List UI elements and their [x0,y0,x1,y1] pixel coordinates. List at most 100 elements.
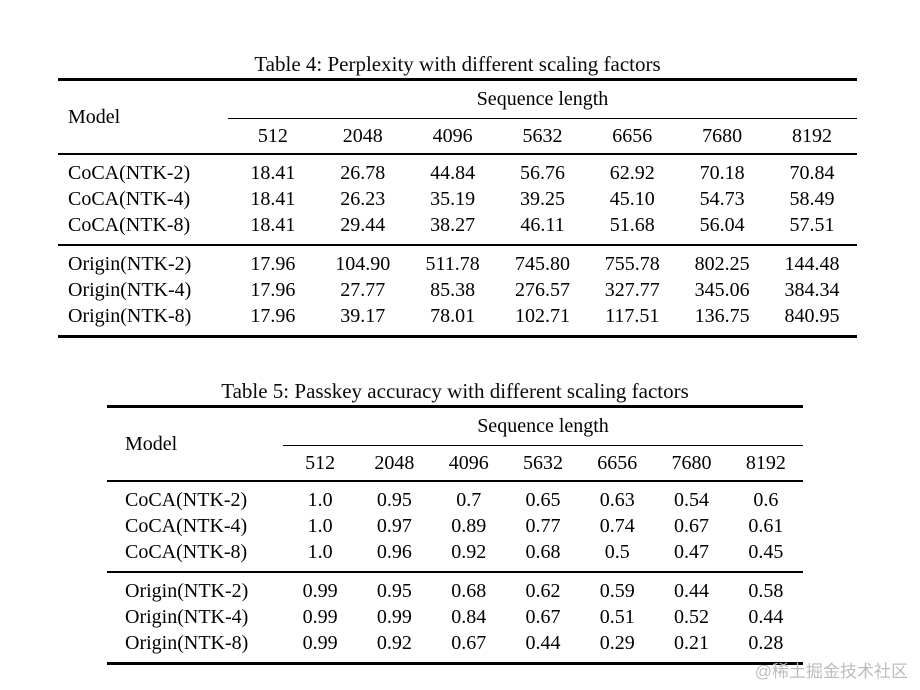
value-cell: 136.75 [694,305,750,327]
sequence-length-column-header: 7680 [654,445,729,482]
value-cell: 0.47 [654,539,729,573]
sequence-length-header: Sequence length [228,79,857,119]
value-cell: 57.51 [767,212,857,246]
value-cell: 511.78 [425,253,480,275]
table-row: Origin(NTK-2) 17.96 104.90 511.78 745.80 755.… [58,245,857,277]
value-cell: 0.92 [431,539,506,573]
value-cell: 0.95 [376,580,412,602]
value-cell: 0.97 [376,515,412,537]
table-row: CoCA(NTK-8) 1.0 0.96 0.92 0.68 0.5 0.47 0.45 [107,539,803,573]
sequence-length-column-header: 512 [228,118,318,155]
sequence-length-column-header: 512 [283,445,358,482]
value-cell: 1.0 [307,489,333,511]
value-cell: 276.57 [514,279,570,301]
model-label: Origin(NTK-8) [125,632,249,654]
value-cell: 29.44 [317,212,408,246]
value-cell: 0.99 [302,606,338,628]
value-cell: 0.68 [505,539,581,573]
sequence-length-column-header: 6656 [580,445,655,482]
table-row: Origin(NTK-8) 17.96 39.17 78.01 102.71 117.51… [58,303,857,337]
value-cell: 56.76 [519,162,565,184]
value-cell: 0.5 [580,539,655,573]
value-cell: 54.73 [699,188,745,210]
origin-rows-group: Origin(NTK-2) 0.99 0.95 0.68 0.62 0.59 0.44 0.5… [107,572,803,664]
model-label: Origin(NTK-8) [68,305,192,327]
value-cell: 17.96 [250,305,296,327]
value-cell: 1.0 [283,539,358,573]
value-cell: 0.99 [302,580,338,602]
value-cell: 0.74 [599,515,635,537]
watermark: @稀土掘金技术社区 [754,662,908,681]
value-cell: 0.68 [451,580,487,602]
model-label: CoCA(NTK-8) [58,212,228,246]
value-cell: 51.68 [587,212,678,246]
value-cell: 0.29 [599,632,635,654]
model-label: Origin(NTK-4) [68,279,192,301]
value-cell: 117.51 [605,305,660,327]
sequence-length-column-header: 8192 [728,445,803,482]
value-cell: 840.95 [784,305,840,327]
value-cell: 0.44 [525,632,561,654]
value-cell: 0.45 [728,539,803,573]
sequence-length-header: Sequence length [283,406,803,446]
model-column-header: Model [58,79,228,155]
value-cell: 0.92 [376,632,412,654]
passkey-accuracy-table: Model Sequence length 512 2048 4096 5632 665… [107,405,803,665]
value-cell: 0.96 [357,539,432,573]
model-label: CoCA(NTK-4) [68,188,191,210]
value-cell: 62.92 [609,162,655,184]
value-cell: 0.67 [674,515,710,537]
column-headers-row: 512 2048 4096 5632 6656 7680 8192 [107,445,803,482]
value-cell: 17.96 [250,279,296,301]
model-label: CoCA(NTK-2) [125,489,248,511]
value-cell: 70.84 [789,162,835,184]
value-cell: 46.11 [497,212,588,246]
value-cell: 56.04 [677,212,768,246]
value-cell: 18.41 [250,162,296,184]
value-cell: 39.17 [340,305,386,327]
value-cell: 38.27 [407,212,498,246]
value-cell: 0.89 [451,515,487,537]
value-cell: 102.71 [514,305,570,327]
value-cell: 384.34 [784,279,840,301]
value-cell: 0.58 [748,580,784,602]
value-cell: 0.63 [599,489,635,511]
value-cell: 0.84 [451,606,487,628]
table-row: Origin(NTK-4) 17.96 27.77 85.38 276.57 327.77… [58,277,857,303]
value-cell: 0.44 [674,580,710,602]
sequence-length-column-header: 6656 [587,118,678,155]
model-label: CoCA(NTK-4) [125,515,248,537]
value-cell: 745.80 [514,253,570,275]
model-label: Origin(NTK-4) [125,606,249,628]
value-cell: 144.48 [784,253,840,275]
value-cell: 0.99 [302,632,338,654]
value-cell: 35.19 [430,188,476,210]
value-cell: 345.06 [694,279,750,301]
value-cell: 0.52 [674,606,710,628]
value-cell: 0.65 [525,489,561,511]
value-cell: 0.7 [456,489,482,511]
coca-rows-group: CoCA(NTK-2) 18.41 26.78 44.84 56.76 62.92 70.1… [58,154,857,246]
value-cell: 39.25 [519,188,565,210]
value-cell: 0.77 [525,515,561,537]
value-cell: 0.28 [748,632,784,654]
table-row: CoCA(NTK-4) 1.0 0.97 0.89 0.77 0.74 0.67 0.61 [107,513,803,539]
column-headers-row: 512 2048 4096 5632 6656 7680 8192 [58,118,857,155]
value-cell: 70.18 [699,162,745,184]
value-cell: 26.23 [340,188,386,210]
value-cell: 104.90 [335,253,391,275]
table-row: Origin(NTK-2) 0.99 0.95 0.68 0.62 0.59 0.44 0.5… [107,572,803,604]
value-cell: 18.41 [250,188,296,210]
table-row: CoCA(NTK-2) 1.0 0.95 0.7 0.65 0.63 0.54 0.6 [107,481,803,513]
value-cell: 17.96 [250,253,296,275]
table4-caption: Table 4: Perplexity with different scali… [254,52,661,76]
table-row: CoCA(NTK-2) 18.41 26.78 44.84 56.76 62.92 70.1… [58,154,857,186]
sequence-length-column-header: 5632 [505,445,581,482]
table5-header: Model Sequence length 512 2048 4096 5632 665… [107,406,803,482]
value-cell: 18.41 [228,212,318,246]
value-cell: 0.44 [748,606,784,628]
value-cell: 802.25 [694,253,750,275]
value-cell: 27.77 [340,279,386,301]
model-label: CoCA(NTK-8) [107,539,283,573]
